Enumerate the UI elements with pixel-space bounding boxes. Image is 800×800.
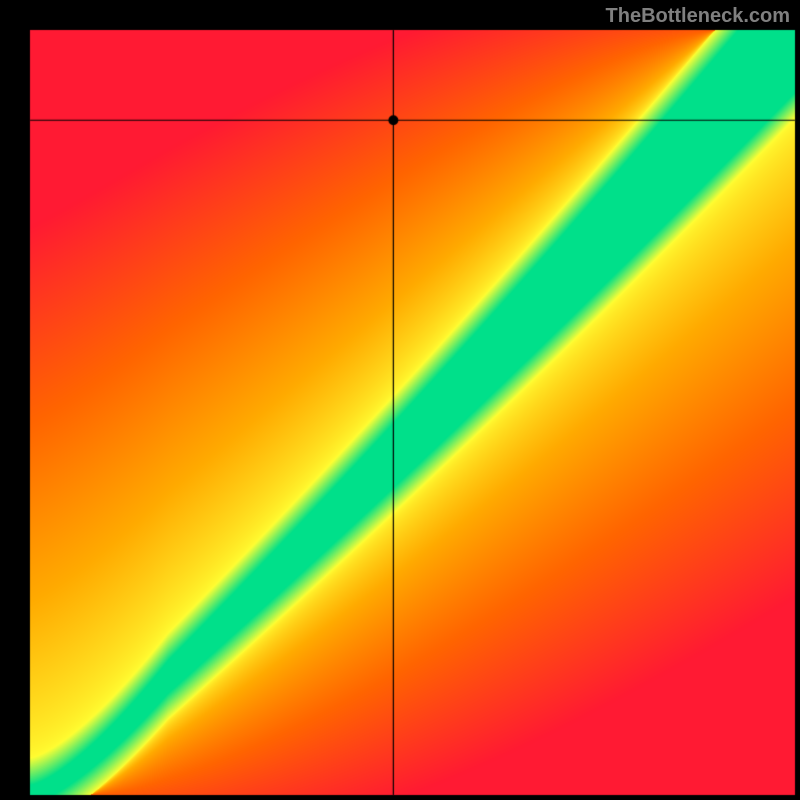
watermark-text: TheBottleneck.com <box>606 5 790 28</box>
chart-container: { "watermark": "TheBottleneck.com", "can… <box>0 0 800 800</box>
overlay-canvas <box>0 0 800 800</box>
